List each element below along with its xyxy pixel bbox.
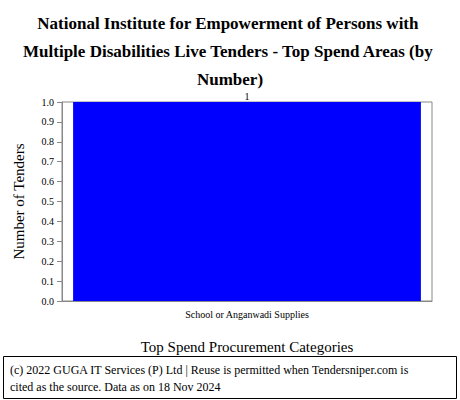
svg-text:National Institute for Empower: National Institute for Empowerment of Pe… (37, 14, 422, 33)
svg-text:Top Spend Procurement Categori: Top Spend Procurement Categories (141, 339, 354, 355)
svg-text:1.0: 1.0 (42, 97, 55, 108)
svg-text:Multiple Disabilities Live Ten: Multiple Disabilities Live Tenders - Top… (23, 42, 437, 61)
svg-text:0.3: 0.3 (42, 236, 55, 247)
svg-text:0.2: 0.2 (42, 256, 55, 267)
svg-text:(c) 2022 GUGA IT Services (P): (c) 2022 GUGA IT Services (P) Ltd | Reus… (10, 363, 411, 377)
svg-text:0.5: 0.5 (42, 196, 55, 207)
svg-text:0.0: 0.0 (42, 296, 55, 307)
svg-text:0.1: 0.1 (42, 276, 55, 287)
svg-text:0.4: 0.4 (42, 216, 55, 227)
svg-text:Number): Number) (197, 70, 263, 89)
svg-text:Number of Tenders: Number of Tenders (11, 143, 27, 259)
svg-text:1: 1 (245, 91, 250, 102)
svg-text:0.8: 0.8 (42, 136, 55, 147)
svg-text:0.7: 0.7 (42, 156, 55, 167)
svg-text:0.9: 0.9 (42, 116, 55, 127)
svg-text:cited as the source. Data as o: cited as the source. Data as on 18 Nov 2… (10, 380, 221, 394)
svg-text:School or Anganwadi Supplies: School or Anganwadi Supplies (185, 309, 309, 320)
svg-text:0.6: 0.6 (42, 176, 55, 187)
